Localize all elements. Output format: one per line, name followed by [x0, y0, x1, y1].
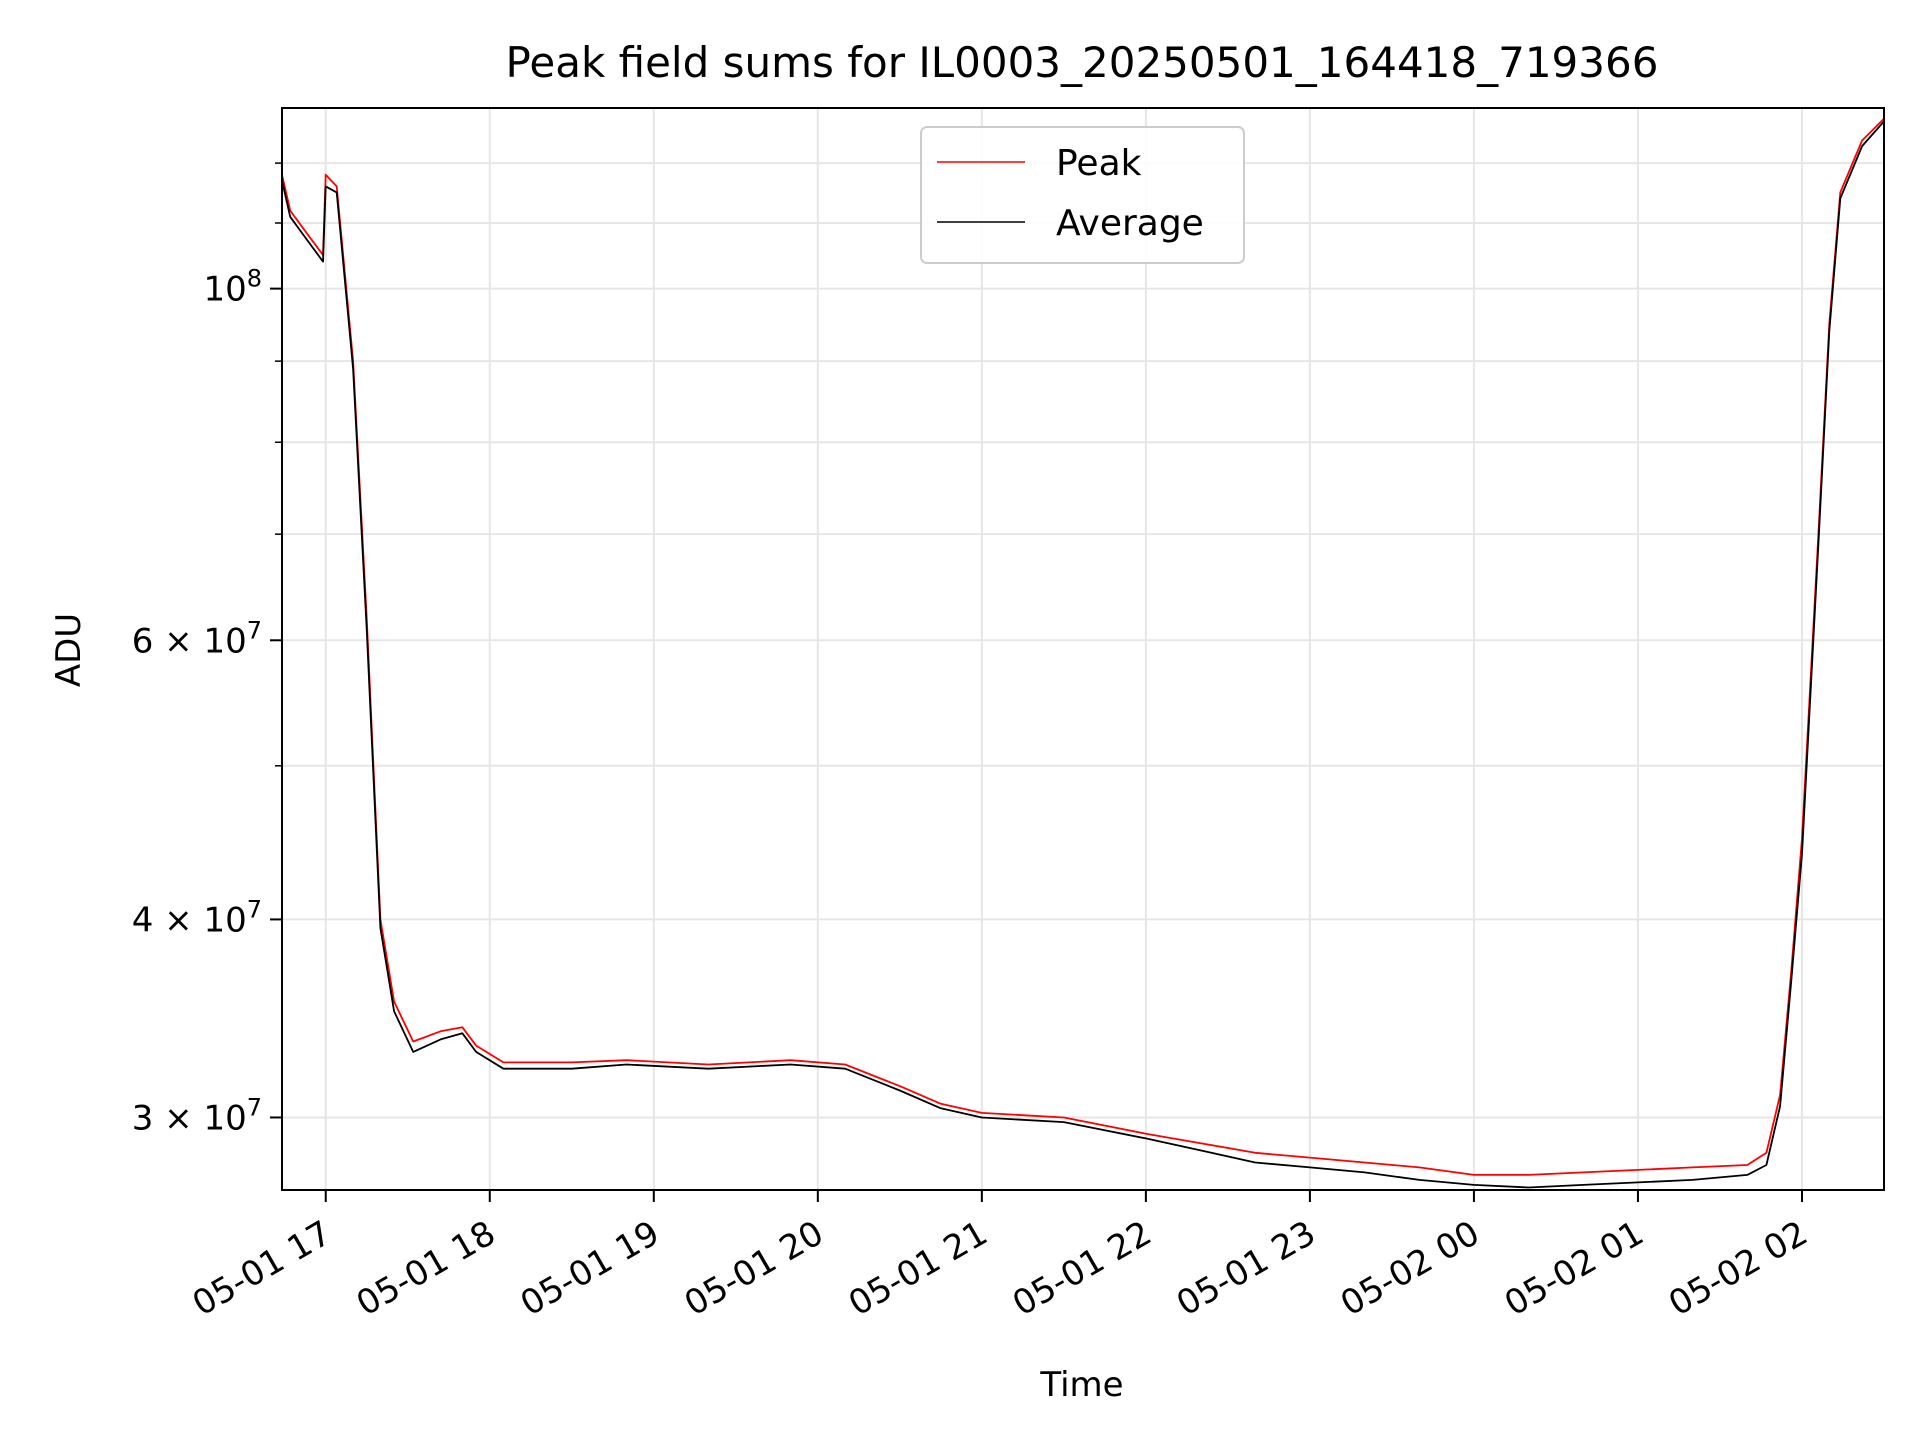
grid [282, 108, 1884, 1190]
legend-box [920, 126, 1245, 264]
y-tick-label: 4 × 107 [132, 895, 262, 940]
x-tick-label: 05-02 01 [1498, 1213, 1650, 1324]
y-tick-label: 3 × 107 [132, 1093, 262, 1138]
x-tick-label: 05-01 18 [350, 1213, 502, 1324]
x-tick-label: 05-01 22 [1006, 1213, 1158, 1324]
x-tick-label: 05-02 00 [1334, 1213, 1486, 1324]
series-group [281, 118, 1885, 1189]
x-tick-label: 05-01 17 [186, 1213, 338, 1324]
x-tick-label: 05-02 02 [1662, 1213, 1814, 1324]
x-axis: 05-01 17 05-01 18 05-01 19 05-01 20 05-01 21… [186, 1190, 1814, 1324]
x-tick-label: 05-01 19 [514, 1213, 666, 1324]
x-tick-label: 05-01 20 [678, 1213, 830, 1324]
legend-label-peak: Peak [1056, 143, 1142, 184]
x-axis-label: Time [1039, 1365, 1123, 1405]
x-tick-label: 05-01 21 [842, 1213, 994, 1324]
series-line-average [281, 120, 1885, 1189]
chart-title: Peak field sums for IL0003_20250501_1644… [506, 38, 1659, 87]
y-axis-label: ADU [49, 613, 89, 687]
y-tick-label: 108 [203, 265, 262, 310]
legend-label-average: Average [1056, 203, 1204, 244]
y-tick-label: 6 × 107 [132, 616, 262, 661]
y-axis: 3 × 107 4 × 107 6 × 107 108 [132, 162, 282, 1138]
series-line-peak [281, 118, 1885, 1176]
legend: Peak Average [920, 126, 1245, 264]
plot-frame [281, 107, 1885, 1191]
x-tick-label: 05-01 23 [1170, 1213, 1322, 1324]
